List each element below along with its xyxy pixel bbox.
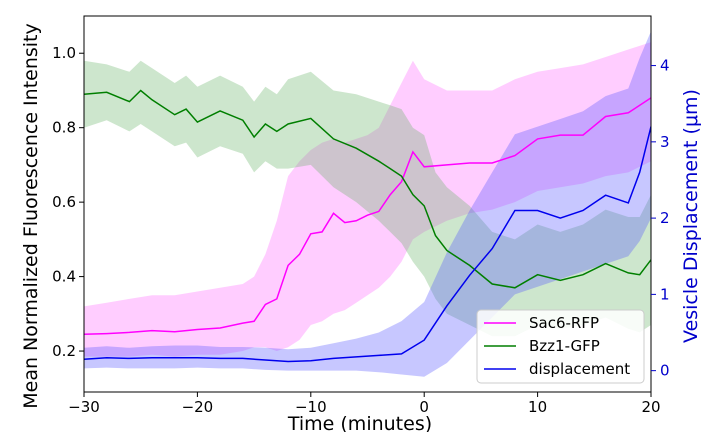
left-y-tick-label: 0.2 [52,342,76,360]
series-line-displacement [84,126,651,363]
x-axis-label: Time (minutes) [287,413,432,432]
x-tick-label: 10 [528,398,547,416]
legend-box [476,309,645,384]
x-tick-label: −20 [182,398,214,416]
right-y-tick-label: 4 [660,57,670,75]
band-sac6 [84,42,651,357]
left-y-tick-label: 0.4 [52,268,76,286]
right-y-axis-ticks: 0 1 2 3 4 [651,57,670,380]
right-y-tick-label: 2 [660,209,670,227]
left-y-axis-ticks: 0.2 0.4 0.6 0.8 1.0 [52,44,84,360]
series-line-sac6 [84,97,651,336]
right-y-axis-label: Vesicle Displacement (μm) [680,89,702,343]
right-y-tick-label: 0 [660,362,670,380]
x-axis-ticks: −30 −20 −10 0 10 20 [68,392,661,416]
x-tick-label: −30 [68,398,100,416]
left-y-tick-label: 0.6 [52,193,76,211]
series-lines [84,89,651,363]
right-y-tick-label: 3 [660,133,670,151]
legend-label-bzz1: Bzz1-GFP [529,337,600,355]
x-tick-label: −10 [295,398,327,416]
left-y-tick-label: 0.8 [52,119,76,137]
right-y-tick-label: 1 [660,285,670,303]
band-bzz1 [84,60,651,337]
confidence-bands [84,31,651,377]
left-y-tick-label: 1.0 [52,44,76,62]
legend: Sac6-RFP Bzz1-GFP displacement [476,309,645,384]
band-displacement [84,31,651,377]
legend-label-displacement: displacement [529,360,630,378]
left-y-axis-label: Mean Normalized Fluorescence Intensity [20,23,42,409]
legend-label-sac6: Sac6-RFP [529,314,599,332]
x-tick-label: 20 [641,398,660,416]
series-line-bzz1 [84,89,651,289]
x-tick-label: 0 [419,398,429,416]
plot-frame [83,15,652,393]
